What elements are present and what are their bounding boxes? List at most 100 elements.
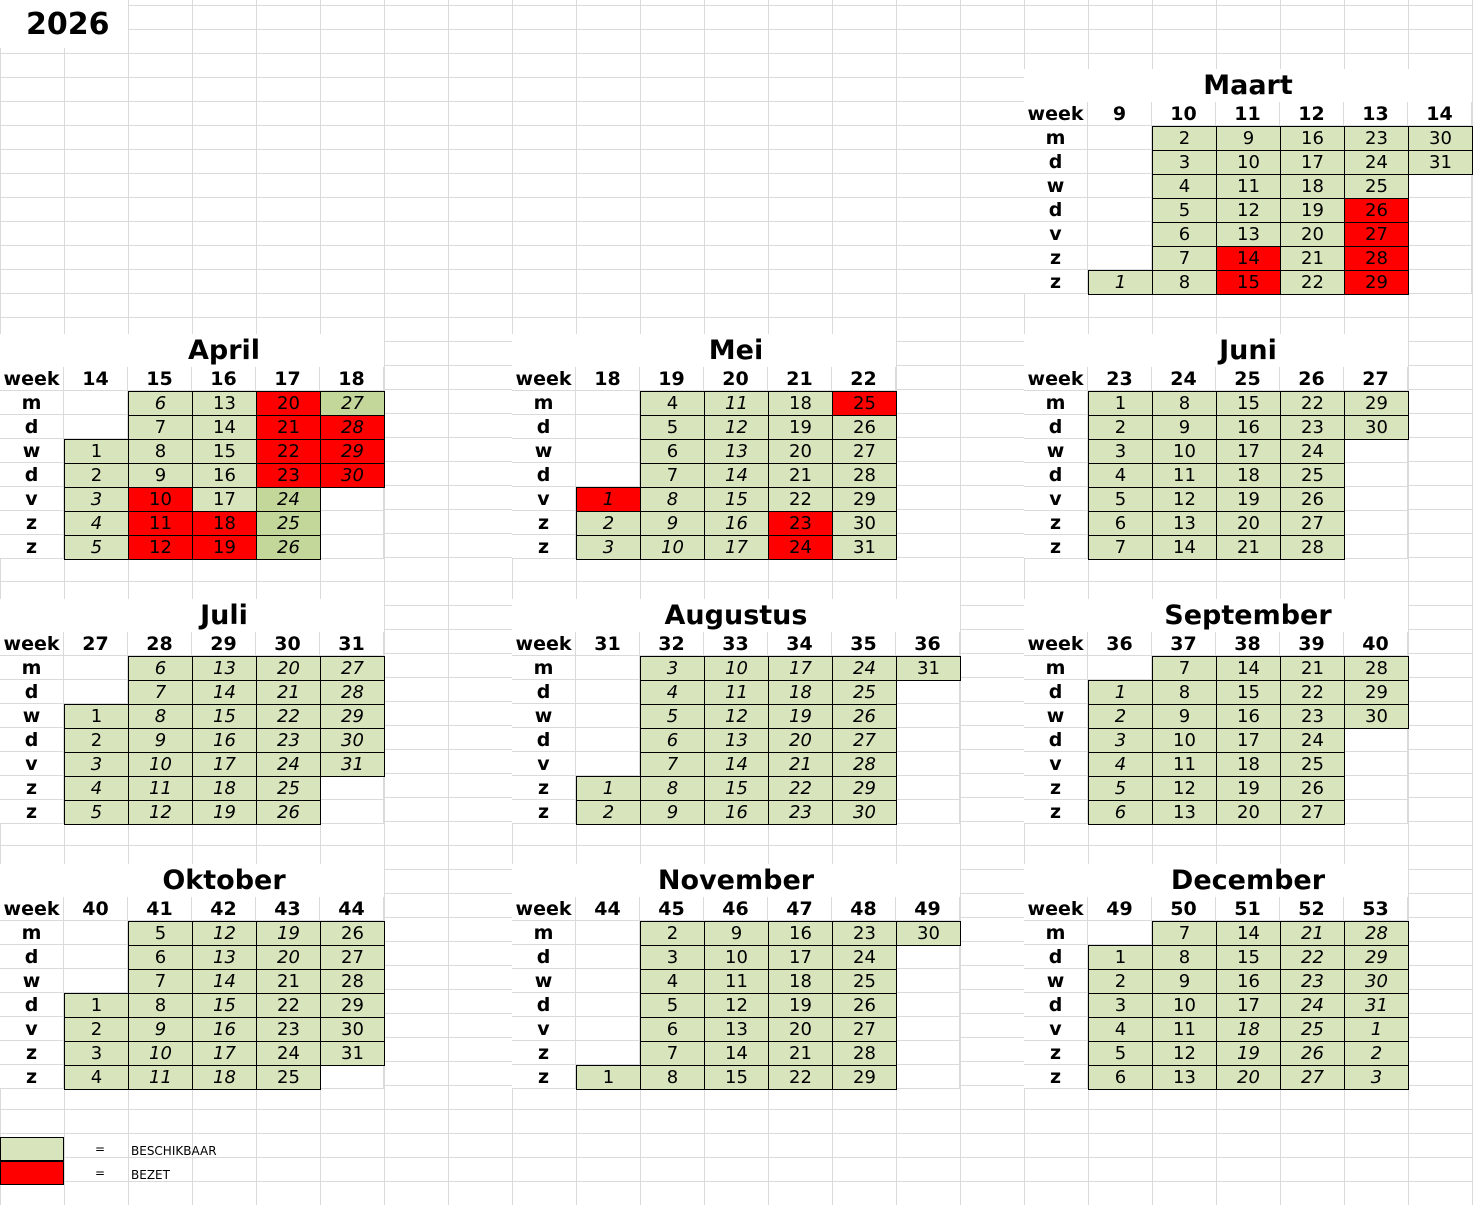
day-cell-available[interactable]: 2 <box>1088 704 1153 729</box>
day-cell-available[interactable]: 6 <box>640 439 705 464</box>
day-cell-available[interactable]: 27 <box>832 728 897 753</box>
day-cell-available[interactable]: 29 <box>1344 391 1409 416</box>
day-cell-available[interactable]: 13 <box>704 439 769 464</box>
day-cell-available[interactable]: 29 <box>1344 680 1409 705</box>
day-cell-available[interactable]: 18 <box>1280 174 1345 199</box>
day-cell-available[interactable]: 4 <box>640 391 705 416</box>
day-cell-available[interactable]: 22 <box>1280 391 1345 416</box>
day-cell-available[interactable]: 14 <box>192 969 257 994</box>
day-cell-available[interactable]: 24 <box>256 1041 321 1066</box>
day-cell-available[interactable]: 27 <box>1280 511 1345 536</box>
day-cell-available[interactable]: 26 <box>1280 487 1345 512</box>
day-cell-available[interactable]: 15 <box>704 776 769 801</box>
day-cell-occupied[interactable]: 11 <box>128 511 193 536</box>
day-cell-available[interactable]: 4 <box>1152 174 1217 199</box>
day-cell-available[interactable]: 16 <box>192 1017 257 1042</box>
day-cell-available[interactable]: 9 <box>128 1017 193 1042</box>
day-cell-available[interactable]: 13 <box>192 656 257 681</box>
day-cell-available[interactable]: 3 <box>1088 728 1153 753</box>
day-cell-available[interactable]: 23 <box>1344 126 1409 151</box>
day-cell-available[interactable]: 21 <box>256 680 321 705</box>
day-cell-available[interactable]: 26 <box>256 800 321 825</box>
day-cell-available[interactable]: 3 <box>640 656 705 681</box>
day-cell-available[interactable]: 30 <box>1408 126 1473 151</box>
day-cell-available[interactable]: 2 <box>576 511 641 536</box>
day-cell-available[interactable]: 8 <box>128 439 193 464</box>
day-cell-available[interactable]: 11 <box>128 1065 193 1090</box>
day-cell-available[interactable]: 12 <box>704 415 769 440</box>
day-cell-available[interactable]: 19 <box>1280 198 1345 223</box>
day-cell-available[interactable]: 20 <box>1216 1065 1281 1090</box>
day-cell-available[interactable]: 2 <box>1344 1041 1409 1066</box>
day-cell-available[interactable]: 8 <box>128 704 193 729</box>
day-cell-available[interactable]: 14 <box>704 1041 769 1066</box>
day-cell-available[interactable]: 18 <box>192 776 257 801</box>
day-cell-available[interactable]: 18 <box>1216 463 1281 488</box>
day-cell-available[interactable]: 31 <box>896 656 961 681</box>
day-cell-available[interactable]: 20 <box>768 728 833 753</box>
day-cell-available[interactable]: 5 <box>640 993 705 1018</box>
day-cell-available[interactable]: 12 <box>1216 198 1281 223</box>
day-cell-available[interactable]: 7 <box>640 752 705 777</box>
day-cell-available[interactable]: 19 <box>1216 776 1281 801</box>
day-cell-available[interactable]: 28 <box>832 752 897 777</box>
day-cell-available[interactable]: 5 <box>640 704 705 729</box>
day-cell-available[interactable]: 7 <box>128 680 193 705</box>
day-cell-available[interactable]: 8 <box>640 776 705 801</box>
day-cell-available[interactable]: 12 <box>704 704 769 729</box>
day-cell-available[interactable]: 15 <box>1216 391 1281 416</box>
day-cell-available[interactable]: 16 <box>192 463 257 488</box>
day-cell-occupied[interactable]: 25 <box>832 391 897 416</box>
day-cell-available[interactable]: 3 <box>64 487 129 512</box>
day-cell-available[interactable]: 26 <box>832 993 897 1018</box>
day-cell-available[interactable]: 22 <box>256 993 321 1018</box>
day-cell-occupied[interactable]: 29 <box>320 439 385 464</box>
day-cell-available[interactable]: 20 <box>768 439 833 464</box>
day-cell-available[interactable]: 17 <box>768 656 833 681</box>
day-cell-available[interactable]: 16 <box>704 800 769 825</box>
day-cell-available[interactable]: 9 <box>640 800 705 825</box>
day-cell-available[interactable]: 19 <box>256 921 321 946</box>
day-cell-available[interactable]: 18 <box>768 680 833 705</box>
day-cell-occupied[interactable]: 30 <box>320 463 385 488</box>
day-cell-available[interactable]: 26 <box>832 704 897 729</box>
day-cell-available[interactable]: 14 <box>704 752 769 777</box>
day-cell-available[interactable]: 30 <box>320 1017 385 1042</box>
day-cell-occupied[interactable]: 1 <box>576 487 641 512</box>
day-cell-available[interactable]: 22 <box>768 1065 833 1090</box>
day-cell-available[interactable]: 3 <box>640 945 705 970</box>
day-cell-available[interactable]: 22 <box>1280 680 1345 705</box>
day-cell-available[interactable]: 4 <box>64 1065 129 1090</box>
day-cell-available[interactable]: 25 <box>1280 752 1345 777</box>
day-cell-available[interactable]: 12 <box>192 921 257 946</box>
day-cell-available[interactable]: 12 <box>704 993 769 1018</box>
day-cell-available[interactable]: 15 <box>704 1065 769 1090</box>
day-cell-available[interactable]: 29 <box>832 1065 897 1090</box>
day-cell-available[interactable]: 3 <box>1088 993 1153 1018</box>
day-cell-available[interactable]: 18 <box>192 1065 257 1090</box>
day-cell-available[interactable]: 24 <box>256 752 321 777</box>
day-cell-available[interactable]: 14 <box>1216 921 1281 946</box>
day-cell-available[interactable]: 16 <box>704 511 769 536</box>
day-cell-available[interactable]: 8 <box>1152 680 1217 705</box>
day-cell-available[interactable]: 10 <box>640 535 705 560</box>
day-cell-available[interactable]: 4 <box>64 776 129 801</box>
day-cell-available[interactable]: 30 <box>320 728 385 753</box>
day-cell-available[interactable]: 5 <box>64 535 129 560</box>
day-cell-available[interactable]: 10 <box>704 656 769 681</box>
day-cell-available[interactable]: 2 <box>64 463 129 488</box>
day-cell-available[interactable]: 17 <box>192 752 257 777</box>
day-cell-available[interactable]: 17 <box>1216 439 1281 464</box>
day-cell-available[interactable]: 10 <box>1152 993 1217 1018</box>
day-cell-available[interactable]: 16 <box>1216 969 1281 994</box>
day-cell-occupied[interactable]: 18 <box>192 511 257 536</box>
day-cell-available[interactable]: 1 <box>64 704 129 729</box>
day-cell-available[interactable]: 22 <box>768 776 833 801</box>
day-cell-available[interactable]: 19 <box>1216 487 1281 512</box>
day-cell-occupied[interactable]: 23 <box>256 463 321 488</box>
day-cell-available[interactable]: 15 <box>1216 945 1281 970</box>
day-cell-available[interactable]: 25 <box>1280 1017 1345 1042</box>
day-cell-available[interactable]: 18 <box>1216 1017 1281 1042</box>
day-cell-available[interactable]: 15 <box>192 993 257 1018</box>
day-cell-available[interactable]: 4 <box>640 969 705 994</box>
